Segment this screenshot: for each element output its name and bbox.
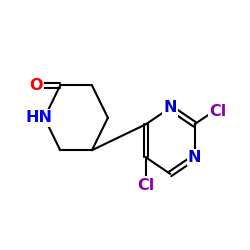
Text: Cl: Cl xyxy=(209,104,226,119)
Text: N: N xyxy=(164,100,177,115)
Text: O: O xyxy=(29,78,42,93)
Text: HN: HN xyxy=(26,110,52,125)
Text: N: N xyxy=(188,150,201,165)
Text: Cl: Cl xyxy=(137,178,154,193)
